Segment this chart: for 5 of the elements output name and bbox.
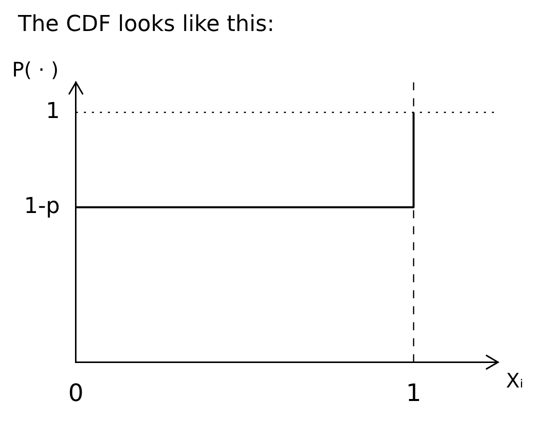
y-tick-label: 1-p — [24, 194, 60, 220]
x-tick-label: 0 — [68, 378, 84, 407]
x-axis-title: Xᵢ — [506, 368, 524, 392]
y-axis-title: P( · ) — [12, 57, 59, 82]
chart-title: The CDF looks like this: — [17, 12, 274, 37]
